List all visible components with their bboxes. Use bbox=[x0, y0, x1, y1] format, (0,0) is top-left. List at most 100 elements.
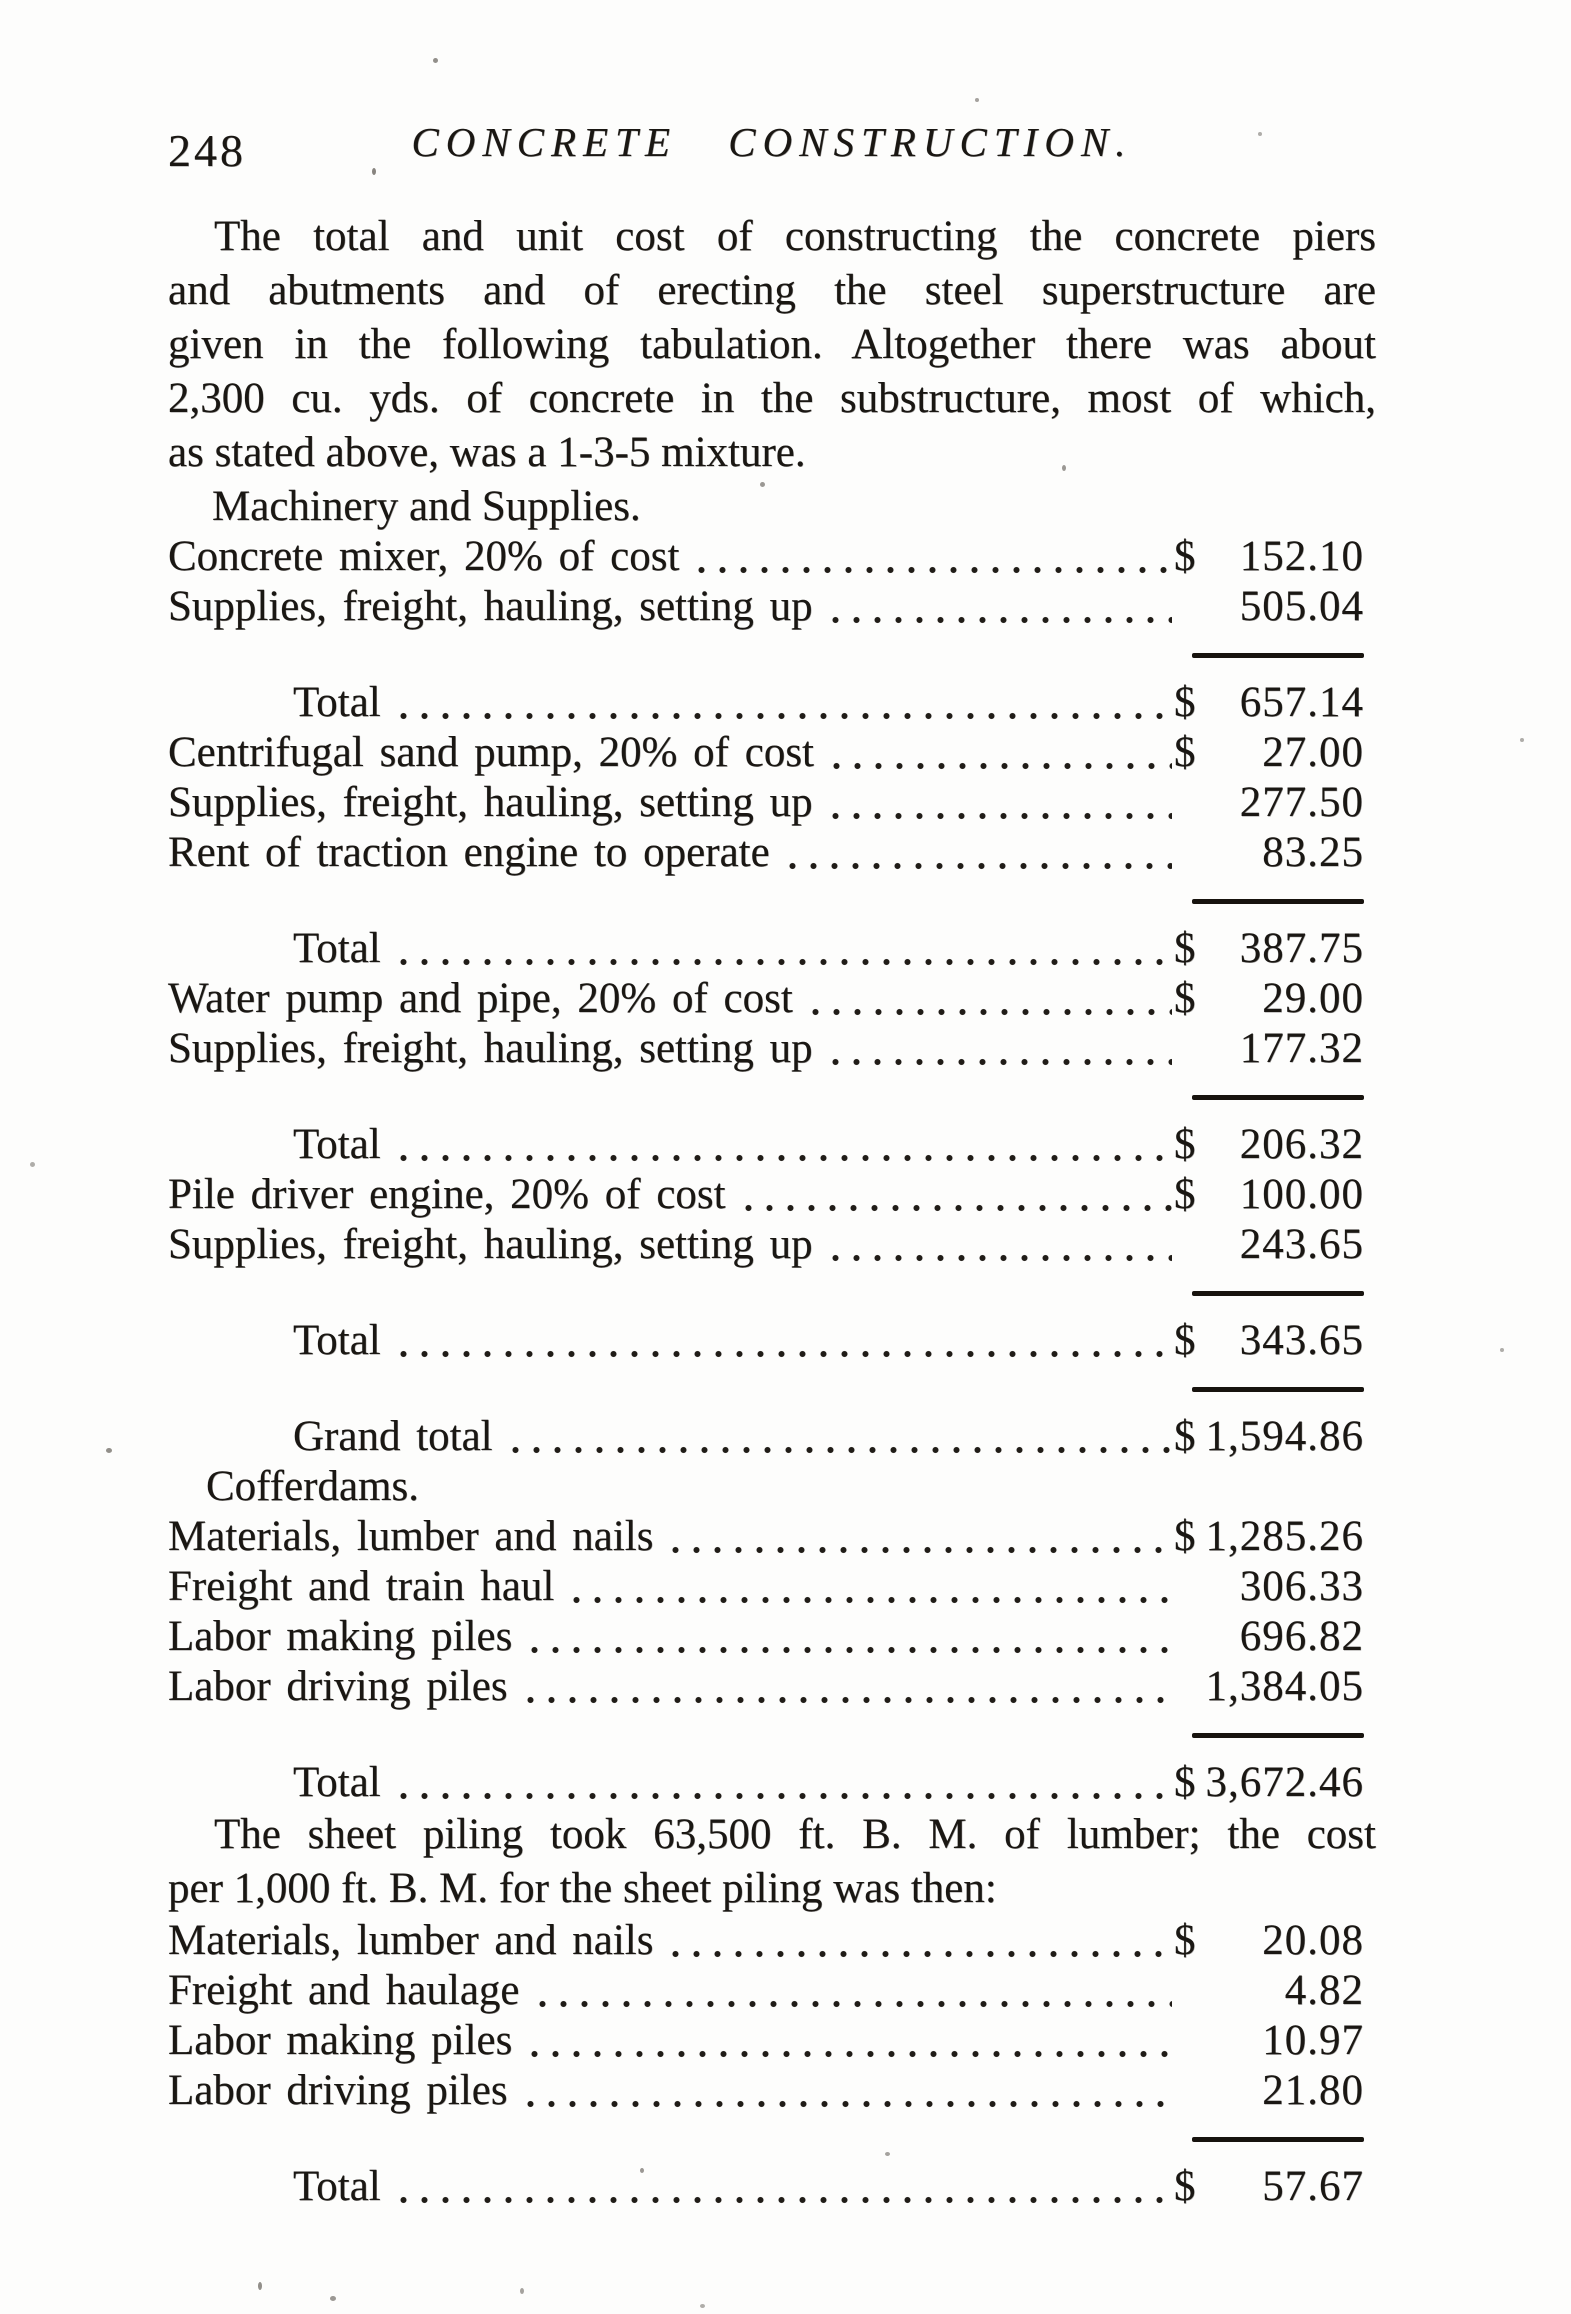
row-amount: 277.50 bbox=[1239, 779, 1364, 826]
row-label: Total bbox=[293, 925, 381, 972]
table-row: Pile driver engine, 20% of cost $100.00 bbox=[168, 1170, 1376, 1220]
scan-speck bbox=[106, 1448, 112, 1453]
note-line: The sheet piling took 63,500 ft. B. M. o… bbox=[214, 1811, 1376, 1858]
money-cell: 696.82 bbox=[1174, 1612, 1376, 1662]
table-row: Water pump and pipe, 20% of cost $29.00 bbox=[168, 974, 1376, 1024]
row-label: Supplies, freight, hauling, setting up bbox=[168, 1025, 813, 1072]
money-cell: 10.97 bbox=[1174, 2016, 1376, 2066]
dot-leader bbox=[564, 1562, 1172, 1612]
dollar-sign: $ bbox=[1174, 1171, 1196, 1218]
table-row: Labor driving piles 21.80 bbox=[168, 2066, 1376, 2116]
table-row-total: Total $3,672.46 bbox=[168, 1758, 1376, 1808]
table-row-total: Total $343.65 bbox=[168, 1316, 1376, 1366]
table-row: Materials, lumber and nails $1,285.26 bbox=[168, 1512, 1376, 1562]
table-row-total: Total $387.75 bbox=[168, 924, 1376, 974]
row-amount: 57.67 bbox=[1262, 2163, 1364, 2210]
table-row: Freight and train haul 306.33 bbox=[168, 1562, 1376, 1612]
scan-speck bbox=[258, 2282, 262, 2290]
dot-leader bbox=[822, 1024, 1172, 1074]
scan-speck bbox=[1258, 132, 1262, 136]
row-amount: 21.80 bbox=[1262, 2067, 1364, 2114]
money-cell: 277.50 bbox=[1174, 778, 1376, 828]
dot-leader bbox=[502, 1412, 1172, 1462]
money-cell: 505.04 bbox=[1174, 582, 1376, 632]
money-cell: 83.25 bbox=[1174, 828, 1376, 878]
dot-leader bbox=[390, 1120, 1172, 1170]
row-amount: 206.32 bbox=[1239, 1121, 1364, 1168]
table-row: Freight and haulage 4.82 bbox=[168, 1966, 1376, 2016]
intro-line: The total and unit cost of constructing … bbox=[214, 213, 1376, 260]
row-amount: 177.32 bbox=[1239, 1025, 1364, 1072]
subheading-machinery: Machinery and Supplies. bbox=[212, 483, 641, 530]
sum-rule bbox=[1192, 1387, 1364, 1392]
money-cell: 177.32 bbox=[1174, 1024, 1376, 1074]
row-label: Labor making piles bbox=[168, 2017, 513, 2064]
money-cell: $1,594.86 bbox=[1174, 1412, 1376, 1462]
row-label: Total bbox=[293, 2163, 381, 2210]
money-cell: $1,285.26 bbox=[1174, 1512, 1376, 1562]
dot-leader bbox=[390, 924, 1172, 974]
row-amount: 27.00 bbox=[1262, 729, 1364, 776]
dot-leader bbox=[663, 1916, 1172, 1966]
sheet-piling-paragraph: The sheet piling took 63,500 ft. B. M. o… bbox=[168, 1808, 1376, 1916]
row-amount: 100.00 bbox=[1239, 1171, 1364, 1218]
dot-leader bbox=[689, 532, 1172, 582]
table-row-total: Total $657.14 bbox=[168, 678, 1376, 728]
table-row: Centrifugal sand pump, 20% of cost $27.00 bbox=[168, 728, 1376, 778]
table-row: Supplies, freight, hauling, setting up 17… bbox=[168, 1024, 1376, 1074]
money-cell: $100.00 bbox=[1174, 1170, 1376, 1220]
subheading-cofferdams: Cofferdams. bbox=[206, 1463, 419, 1510]
dot-leader bbox=[822, 582, 1172, 632]
dollar-sign: $ bbox=[1174, 1121, 1196, 1168]
scan-speck bbox=[372, 168, 376, 175]
dot-leader bbox=[779, 828, 1172, 878]
scan-speck bbox=[700, 2304, 705, 2308]
row-amount: 3,672.46 bbox=[1205, 1759, 1364, 1806]
money-cell: $657.14 bbox=[1174, 678, 1376, 728]
money-cell: $206.32 bbox=[1174, 1120, 1376, 1170]
money-cell: $20.08 bbox=[1174, 1916, 1376, 1966]
page-number: 248 bbox=[168, 125, 246, 176]
row-amount: 83.25 bbox=[1262, 829, 1364, 876]
row-label: Total bbox=[293, 1759, 381, 1806]
dot-leader bbox=[390, 1316, 1172, 1366]
table-row: Labor making piles 696.82 bbox=[168, 1612, 1376, 1662]
money-cell: $29.00 bbox=[1174, 974, 1376, 1024]
scan-speck bbox=[1062, 465, 1066, 471]
sum-rule bbox=[1192, 1095, 1364, 1100]
table-row: Rent of traction engine to operate 83.25 bbox=[168, 828, 1376, 878]
dollar-sign: $ bbox=[1174, 679, 1196, 726]
row-label: Concrete mixer, 20% of cost bbox=[168, 533, 680, 580]
table-row: Supplies, freight, hauling, setting up 27… bbox=[168, 778, 1376, 828]
row-amount: 20.08 bbox=[1262, 1917, 1364, 1964]
row-label: Grand total bbox=[293, 1413, 493, 1460]
scan-speck bbox=[975, 98, 979, 102]
row-amount: 505.04 bbox=[1239, 583, 1364, 630]
money-cell: $343.65 bbox=[1174, 1316, 1376, 1366]
money-cell: $27.00 bbox=[1174, 728, 1376, 778]
scan-speck bbox=[30, 1162, 35, 1167]
dot-leader bbox=[822, 778, 1172, 828]
row-label: Supplies, freight, hauling, setting up bbox=[168, 779, 813, 826]
row-label: Supplies, freight, hauling, setting up bbox=[168, 1221, 813, 1268]
scan-speck bbox=[1500, 1348, 1504, 1352]
table-row: Materials, lumber and nails $20.08 bbox=[168, 1916, 1376, 1966]
money-cell: $3,672.46 bbox=[1174, 1758, 1376, 1808]
dot-leader bbox=[522, 2016, 1172, 2066]
running-title: CONCRETE CONSTRUCTION. bbox=[411, 119, 1133, 165]
intro-line: given in the following tabulation. Altog… bbox=[168, 321, 1376, 368]
sum-rule bbox=[1192, 653, 1364, 658]
sum-rule bbox=[1192, 899, 1364, 904]
dot-leader bbox=[529, 1966, 1172, 2016]
row-amount: 306.33 bbox=[1239, 1563, 1364, 1610]
dollar-sign: $ bbox=[1174, 1513, 1196, 1560]
row-amount: 387.75 bbox=[1239, 925, 1364, 972]
dot-leader bbox=[663, 1512, 1172, 1562]
page-content: 248 CONCRETE CONSTRUCTION. The total and… bbox=[168, 119, 1376, 2212]
money-cell: 306.33 bbox=[1174, 1562, 1376, 1612]
table-row: Supplies, freight, hauling, setting up 50… bbox=[168, 582, 1376, 632]
money-cell: 1,384.05 bbox=[1174, 1662, 1376, 1712]
row-label: Labor driving piles bbox=[168, 1663, 508, 1710]
row-label: Labor making piles bbox=[168, 1613, 513, 1660]
row-label: Water pump and pipe, 20% of cost bbox=[168, 975, 793, 1022]
